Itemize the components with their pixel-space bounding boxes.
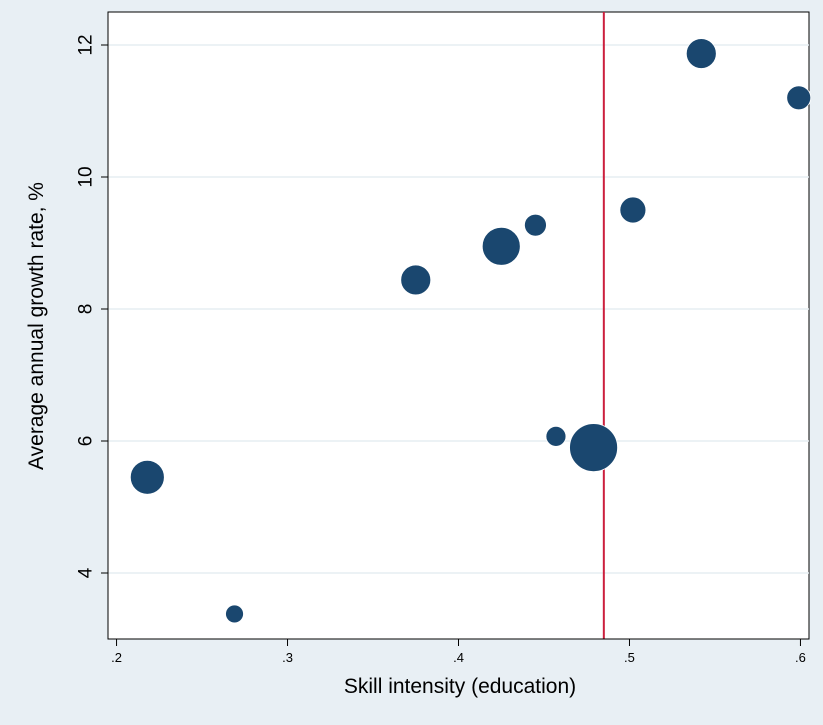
x-tick-label-0: .2: [111, 650, 122, 665]
data-point-0: [129, 459, 165, 495]
y-tick-label-4: 12: [76, 34, 97, 55]
y-tick-label-3: 10: [76, 166, 97, 187]
x-tick-label-1: .3: [282, 650, 293, 665]
plot-area: [107, 11, 810, 640]
data-point-9: [786, 85, 812, 111]
x-tick-label-3: .5: [624, 650, 635, 665]
x-tick-label-2: .4: [453, 650, 464, 665]
data-point-2: [400, 264, 432, 296]
x-axis-label: Skill intensity (education): [344, 675, 576, 698]
data-points: [129, 38, 812, 624]
x-tick-label-4: .6: [795, 650, 806, 665]
data-point-5: [545, 425, 567, 447]
y-tick-label-1: 6: [76, 436, 97, 447]
y-axis-label: Average annual growth rate, %: [25, 182, 48, 470]
y-tick-label-0: 4: [76, 567, 97, 578]
y-tick-label-2: 8: [76, 304, 97, 315]
data-point-3: [481, 226, 521, 266]
data-point-1: [225, 604, 244, 624]
y-axis-ticks: 4 6 8 10 12: [76, 34, 108, 578]
data-point-4: [524, 213, 547, 237]
x-axis-ticks: .2 .3 .4 .5 .6: [111, 639, 806, 665]
data-point-6: [569, 423, 618, 473]
data-point-8: [685, 38, 717, 69]
grid-lines: [108, 44, 809, 574]
data-point-7: [619, 196, 647, 224]
